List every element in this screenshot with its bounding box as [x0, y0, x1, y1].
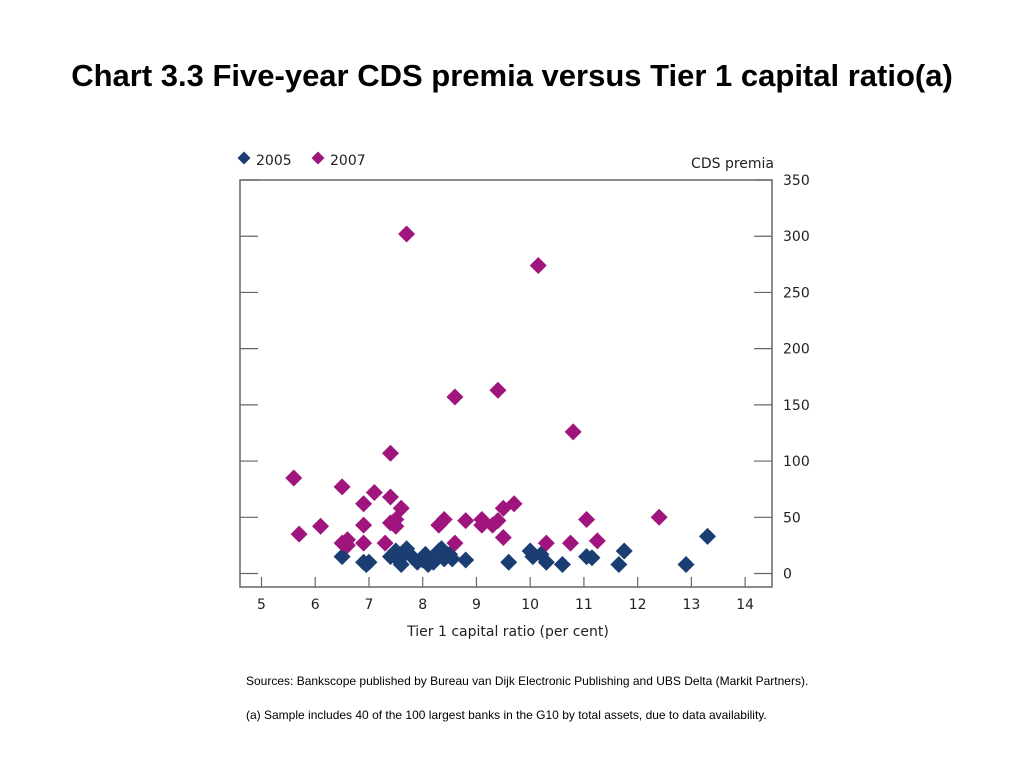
data-point [610, 556, 628, 574]
data-point [500, 553, 518, 571]
data-point [564, 423, 582, 441]
data-point [489, 381, 507, 399]
x-tick-label: 13 [682, 597, 700, 613]
y-tick-label: 350 [783, 173, 810, 189]
data-point [583, 549, 601, 567]
x-tick-label: 11 [575, 597, 593, 613]
y-tick-label: 0 [783, 567, 792, 583]
data-point [489, 512, 507, 530]
y-tick-label: 250 [783, 285, 810, 301]
data-points [285, 225, 717, 574]
data-point [578, 511, 596, 529]
data-point [285, 469, 303, 487]
data-point [355, 534, 373, 552]
y-tick-label: 300 [783, 229, 810, 245]
data-point [443, 550, 461, 568]
data-point [387, 517, 405, 535]
legend-marker-2007 [311, 151, 325, 165]
data-point [435, 511, 453, 529]
data-point [699, 527, 717, 545]
series-2005 [333, 527, 717, 574]
data-point [553, 556, 571, 574]
data-point [381, 444, 399, 462]
legend-label-2007: 2007 [330, 153, 366, 169]
data-point [537, 553, 555, 571]
data-point [446, 534, 464, 552]
data-point [355, 516, 373, 534]
legend-label-2005: 2005 [256, 153, 292, 169]
chart-title: Chart 3.3 Five-year CDS premia versus Ti… [71, 58, 953, 93]
x-tick-label: 5 [257, 597, 266, 613]
y-tick-label: 50 [783, 510, 801, 526]
x-tick-label: 8 [418, 597, 427, 613]
y-tick-label: 150 [783, 398, 810, 414]
data-point [360, 553, 378, 571]
x-axis-label: Tier 1 capital ratio (per cent) [406, 624, 609, 640]
data-point [677, 556, 695, 574]
data-point [615, 542, 633, 560]
data-point [473, 516, 491, 534]
data-point [457, 551, 475, 569]
sources-note: Sources: Bankscope published by Bureau v… [246, 674, 809, 688]
x-tick-label: 7 [365, 597, 374, 613]
y-axis-ticks: 0 50 100 150 200 250 300 350 [240, 173, 810, 583]
x-tick-label: 9 [472, 597, 481, 613]
data-point [650, 508, 668, 526]
legend: 2005 2007 [237, 151, 366, 169]
data-point [537, 534, 555, 552]
x-tick-label: 6 [311, 597, 320, 613]
x-tick-label: 10 [521, 597, 539, 613]
y-tick-label: 200 [783, 342, 810, 358]
data-point [561, 534, 579, 552]
plot-frame [239, 179, 773, 588]
data-point [588, 532, 606, 550]
y-tick-label: 100 [783, 454, 810, 470]
data-point [312, 517, 330, 535]
data-point [446, 388, 464, 406]
data-point [529, 256, 547, 274]
data-point [505, 495, 523, 513]
data-point [355, 495, 373, 513]
data-point [392, 499, 410, 517]
data-point [381, 488, 399, 506]
data-point [392, 556, 410, 574]
x-tick-label: 14 [736, 597, 754, 613]
x-axis-ticks: 5 6 7 8 9 10 11 12 13 14 [257, 577, 754, 613]
data-point [338, 536, 356, 554]
data-point [365, 484, 383, 502]
footnote: (a) Sample includes 40 of the 100 larges… [246, 708, 767, 722]
data-point [290, 525, 308, 543]
data-point [376, 534, 394, 552]
data-point [398, 225, 416, 243]
data-point [333, 478, 351, 496]
data-point [457, 512, 475, 530]
x-tick-label: 12 [629, 597, 647, 613]
y-axis-label: CDS premia [691, 156, 774, 172]
legend-marker-2005 [237, 151, 251, 165]
series-2007 [285, 225, 668, 554]
data-point [494, 529, 512, 547]
